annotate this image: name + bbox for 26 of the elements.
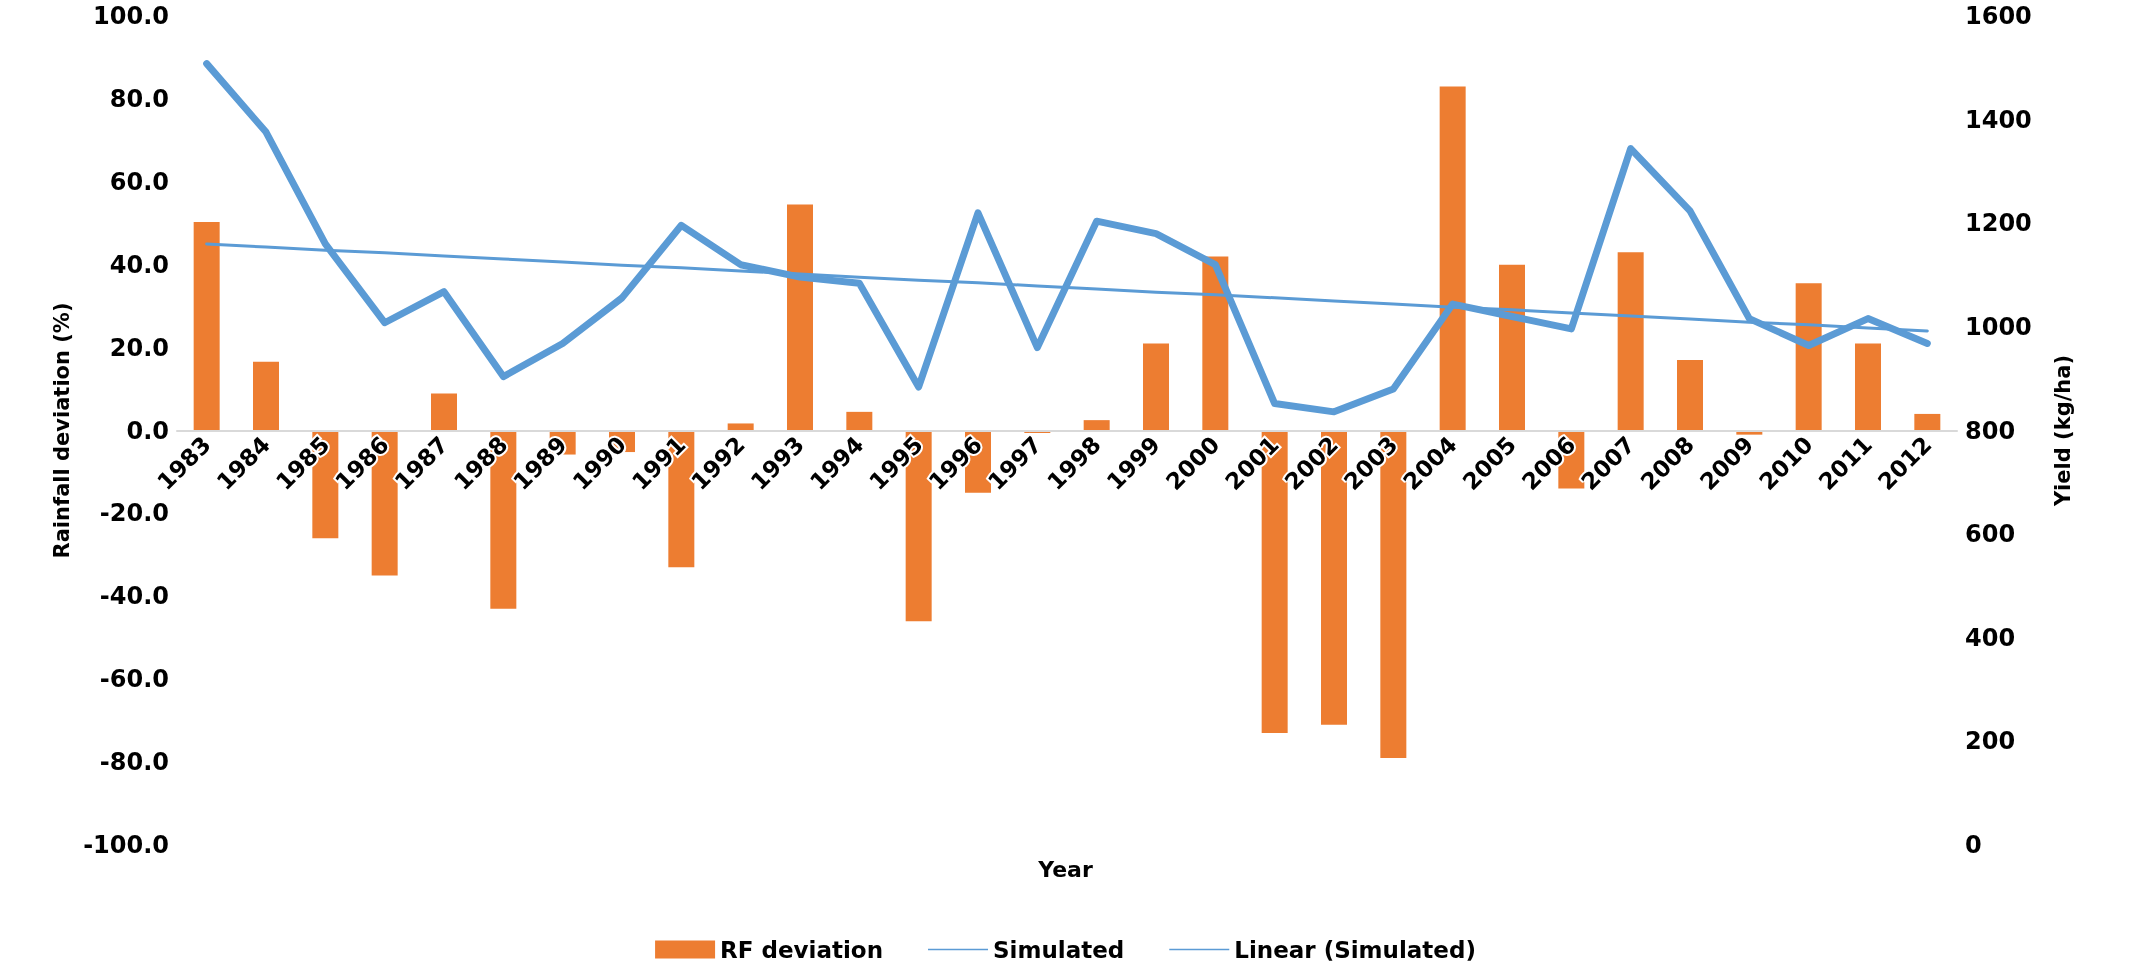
y-tick-label: -20.0 (99, 499, 169, 528)
y-tick-label: 20.0 (109, 333, 169, 362)
y2-tick-label: 1000 (1965, 312, 2032, 341)
legend-label: RF deviation (720, 936, 884, 963)
y-tick-label: 100.0 (93, 2, 169, 30)
legend-label: Simulated (993, 936, 1125, 963)
y-tick-label: -40.0 (99, 582, 169, 611)
y-tick-label: -100.0 (83, 831, 169, 859)
y-tick-label: 40.0 (109, 250, 169, 279)
y2-tick-label: 800 (1965, 416, 2016, 445)
x-axis-title: Year (1037, 856, 1093, 882)
y2-axis-title: Yield (kg/ha) (2050, 354, 2075, 508)
y2-tick-label: 600 (1965, 520, 2016, 549)
y2-tick-label: 400 (1965, 623, 2016, 652)
y2-tick-label: 200 (1965, 727, 2016, 756)
legend-label: Linear (Simulated) (1234, 936, 1476, 963)
y2-tick-label: 1600 (1965, 2, 2032, 30)
y2-tick-label: 1400 (1965, 105, 2032, 134)
y-tick-label: 60.0 (109, 167, 169, 196)
y-tick-label: 80.0 (109, 84, 169, 113)
y2-tick-label: 0 (1965, 831, 1982, 859)
y-axis-title: Rainfall deviation (%) (49, 302, 74, 559)
y-tick-label: 0.0 (126, 416, 169, 445)
y-tick-label: -60.0 (99, 665, 169, 694)
y2-tick-label: 1200 (1965, 209, 2032, 238)
y-tick-label: -80.0 (99, 748, 169, 777)
